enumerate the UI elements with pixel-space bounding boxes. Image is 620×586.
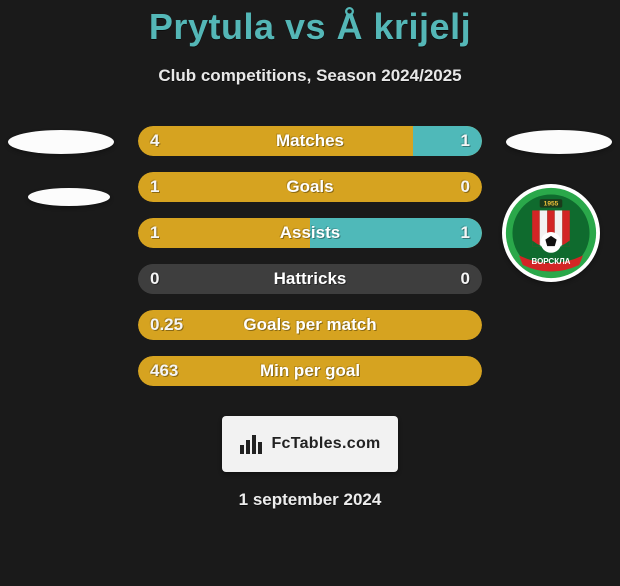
title-text: Prytula vs Å krijelj: [149, 6, 471, 47]
player2-club-badge: 1955 ВОРСКЛА: [502, 184, 600, 282]
stat-label: Matches: [138, 126, 482, 156]
club-badge-icon: 1955 ВОРСКЛА: [504, 186, 598, 280]
stat-row: 463Min per goal: [138, 356, 482, 386]
stat-label: Goals: [138, 172, 482, 202]
club-banner-text: ВОРСКЛА: [532, 257, 571, 266]
stat-label: Goals per match: [138, 310, 482, 340]
stat-row: 4Matches1: [138, 126, 482, 156]
stat-row: 1Assists1: [138, 218, 482, 248]
stat-value-right: 1: [461, 126, 470, 156]
stat-value-right: 1: [461, 218, 470, 248]
date-text: 1 september 2024: [0, 490, 620, 510]
stat-row: 0.25Goals per match: [138, 310, 482, 340]
stat-row: 1Goals0: [138, 172, 482, 202]
stat-label: Assists: [138, 218, 482, 248]
brand-badge[interactable]: FcTables.com: [222, 416, 398, 472]
stat-label: Min per goal: [138, 356, 482, 386]
club-year: 1955: [544, 201, 559, 208]
player1-logo-bottom: [28, 188, 110, 206]
stat-value-right: 0: [461, 172, 470, 202]
player1-logo-top: [8, 130, 114, 154]
page-subtitle: Club competitions, Season 2024/2025: [0, 66, 620, 86]
stat-value-right: 0: [461, 264, 470, 294]
stat-label: Hattricks: [138, 264, 482, 294]
chart-icon: [239, 433, 265, 455]
brand-text: FcTables.com: [271, 435, 380, 453]
page-title: Prytula vs Å krijelj: [0, 6, 620, 48]
stat-row: 0Hattricks0: [138, 264, 482, 294]
player2-logo-top: [506, 130, 612, 154]
